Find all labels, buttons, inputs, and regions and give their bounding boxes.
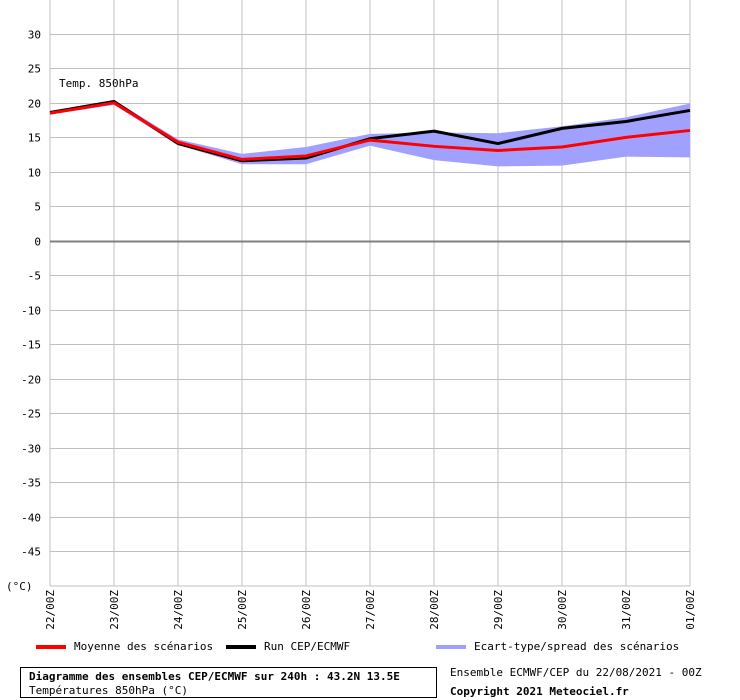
legend-item-mean: Moyenne des scénarios bbox=[36, 640, 213, 653]
legend-swatch-spread bbox=[436, 645, 466, 649]
x-tick-labels: 22/00Z 23/00Z 24/00Z 25/00Z 26/00Z 27/00Z 28/0… bbox=[44, 590, 697, 630]
y-tick-label: -20 bbox=[21, 374, 41, 387]
y-tick-label: 30 bbox=[28, 29, 41, 42]
legend-label-spread: Ecart-type/spread des scénarios bbox=[474, 640, 680, 653]
footer-subtitle: Températures 850hPa (°C) bbox=[29, 684, 188, 697]
y-tick-label: 15 bbox=[28, 132, 41, 145]
x-tick-label: 27/00Z bbox=[364, 590, 377, 630]
y-tick-label: 5 bbox=[34, 201, 41, 214]
unit-label: (°C) bbox=[6, 580, 33, 593]
y-tick-label: 20 bbox=[28, 98, 41, 111]
y-tick-label: -30 bbox=[21, 443, 41, 456]
ensemble-chart: 30 25 20 15 10 5 0 -5 -10 -15 -20 -25 -30 -35 -40 -45 2… bbox=[6, 0, 697, 630]
series-annotation: Temp. 850hPa bbox=[59, 77, 138, 90]
y-tick-label: 0 bbox=[34, 236, 41, 249]
legend-item-spread: Ecart-type/spread des scénarios bbox=[436, 640, 679, 653]
legend-label-mean: Moyenne des scénarios bbox=[74, 640, 214, 653]
legend-label-run: Run CEP/ECMWF bbox=[264, 640, 351, 653]
footer-copyright: Copyright 2021 Meteociel.fr bbox=[450, 685, 629, 698]
x-tick-label: 25/00Z bbox=[236, 590, 249, 630]
y-tick-labels: 30 25 20 15 10 5 0 -5 -10 -15 -20 -25 -30 -35 -40 -45 bbox=[21, 29, 41, 559]
x-tick-label: 31/00Z bbox=[620, 590, 633, 630]
y-tick-label: -5 bbox=[28, 270, 41, 283]
footer-ensemble-info: Ensemble ECMWF/CEP du 22/08/2021 - 00Z bbox=[450, 666, 702, 679]
y-tick-label: -40 bbox=[21, 512, 41, 525]
x-tick-label: 23/00Z bbox=[108, 590, 121, 630]
mean-series-line bbox=[49, 101, 691, 161]
x-tick-label: 29/00Z bbox=[492, 590, 505, 630]
x-tick-label: 26/00Z bbox=[300, 590, 313, 630]
x-tick-label: 30/00Z bbox=[556, 590, 569, 630]
series-lines-layer bbox=[49, 99, 691, 163]
y-tick-label: -25 bbox=[21, 408, 41, 421]
y-tick-label: 25 bbox=[28, 63, 41, 76]
y-tick-label: 10 bbox=[28, 167, 41, 180]
footer-title-box: Diagramme des ensembles CEP/ECMWF sur 24… bbox=[20, 667, 437, 698]
legend-swatch-run bbox=[226, 645, 256, 649]
footer-title: Diagramme des ensembles CEP/ECMWF sur 24… bbox=[29, 670, 400, 683]
grid-lines bbox=[49, 0, 691, 587]
legend-swatch-mean bbox=[36, 645, 66, 649]
y-tick-label: -45 bbox=[21, 546, 41, 559]
x-tick-label: 22/00Z bbox=[44, 590, 57, 630]
y-tick-label: -35 bbox=[21, 477, 41, 490]
x-tick-label: 24/00Z bbox=[172, 590, 185, 630]
x-tick-label: 01/00Z bbox=[684, 590, 697, 630]
x-tick-label: 28/00Z bbox=[428, 590, 441, 630]
legend-item-run: Run CEP/ECMWF bbox=[226, 640, 350, 653]
y-tick-label: -10 bbox=[21, 305, 41, 318]
y-tick-label: -15 bbox=[21, 339, 41, 352]
